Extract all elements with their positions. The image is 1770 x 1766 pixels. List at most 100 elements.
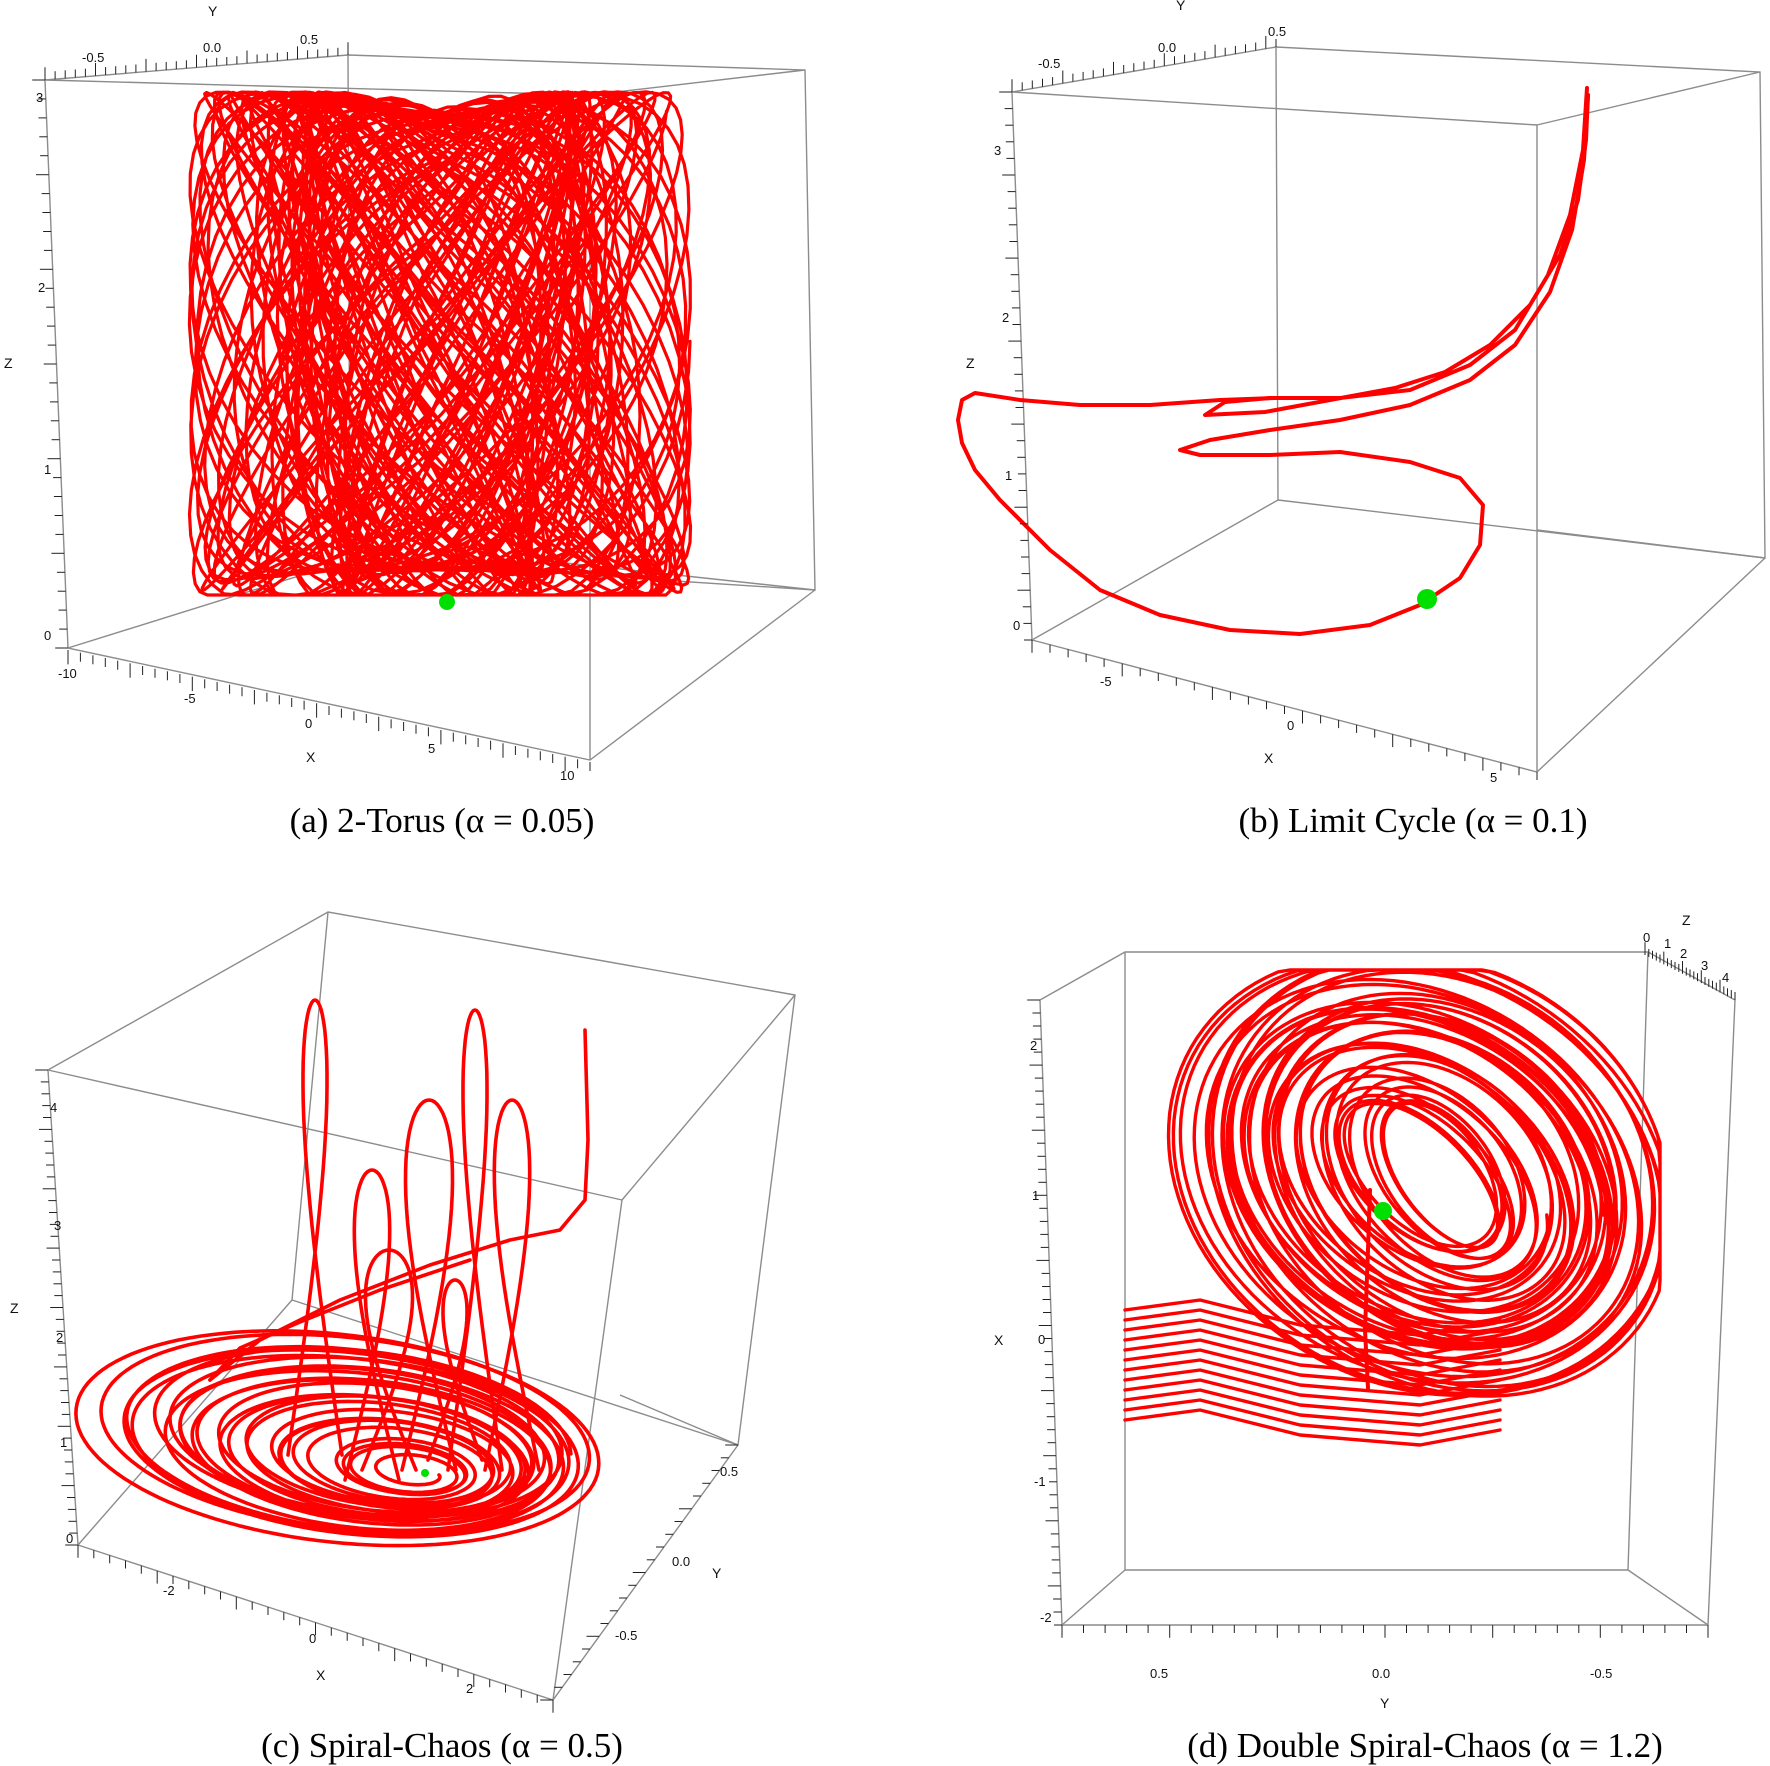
initial-point-d [1374,1202,1392,1220]
y-axis-label: Y [1176,0,1186,13]
z-tick-label: 2 [56,1330,63,1345]
z-tick-label: 1 [44,462,51,477]
trajectory-d-band [1123,1298,1502,1337]
trajectory-d-band [1123,1398,1502,1437]
z-tick-label: 1 [1005,468,1012,483]
z-axis-label: Z [1682,912,1691,928]
z-tick-label: 0 [66,1531,73,1546]
x-tick-label: 0 [309,1631,316,1646]
x-axis-label: X [1264,750,1274,766]
z-axis-label: Z [4,355,13,371]
trajectory-b-outer [1203,86,1590,417]
trajectory-d-spiral [1166,968,1662,1398]
x-tick-label: 1 [1032,1188,1039,1203]
trajectory-d-band [1123,1378,1502,1417]
z-tick-label: 1 [1664,936,1671,951]
caption-d: (d) Double Spiral-Chaos (α = 1.2) [1187,1726,1663,1765]
trajectory-c [74,998,601,1548]
x-tick-label: 5 [428,741,435,756]
trajectory-d-band [1123,1358,1502,1397]
z-tick-label: 4 [1722,970,1729,985]
x-tick-label: -2 [163,1583,175,1598]
trajectory-c-loop [286,998,344,1457]
trajectory-d-stem [1363,1188,1372,1390]
y-tick-label: 0.5 [1268,24,1286,39]
trajectory-d-band [1123,1388,1502,1427]
trajectory-d [1123,968,1662,1447]
y-tick-label: 0.0 [1158,40,1176,55]
z-tick-label: 2 [1680,946,1687,961]
y-axis-label: Y [208,3,218,19]
z-tick-label: 3 [1701,958,1708,973]
y-tick-label: 0.5 [300,32,318,47]
trajectory-d-band [1123,1338,1502,1377]
x-axis-label: X [994,1332,1004,1348]
y-axis-label: Y [712,1565,722,1581]
y-tick-label: 0.0 [203,40,221,55]
z-tick-label: 0 [1643,930,1650,945]
z-tick-label: 2 [38,280,45,295]
trajectory-d-band [1123,1318,1502,1357]
trajectory-c-loop [446,1008,504,1472]
y-tick-label: -0.5 [615,1628,637,1643]
y-tick-label: -0.5 [1590,1666,1612,1681]
y-tick-label: 0.5 [1150,1666,1168,1681]
y-tick-label: -0.5 [1038,56,1060,71]
x-tick-label: 0 [1038,1332,1045,1347]
x-tick-label: -5 [1100,674,1112,689]
y-tick-label: -0.5 [82,50,104,65]
x-tick-label: 2 [1030,1038,1037,1053]
z-tick-label: 3 [994,143,1001,158]
panel-a: -10 -5 0 5 10 X -0.5 0.0 0.5 Y 0 1 2 3 Z… [4,3,816,840]
initial-point-c [421,1469,429,1477]
trajectory-d-band [1123,1328,1502,1367]
z-tick-label: 0 [1013,618,1020,633]
x-tick-label: -5 [184,691,196,706]
y-tick-label: 0.0 [672,1554,690,1569]
x-tick-label: 2 [466,1681,473,1696]
trajectory-c-spiral [74,1329,601,1548]
x-axis-label: X [316,1667,326,1683]
trajectory-c-loop [483,1098,541,1472]
panel-d: -2 -1 0 1 2 X 0.5 0.0 -0.5 Y 0 1 2 3 4 Z… [994,912,1736,1765]
z-axis-label: Z [10,1300,19,1316]
trajectory-d-band [1123,1368,1502,1407]
trajectory-c-loop [426,1278,484,1462]
x-tick-label: 10 [560,768,574,783]
caption-b: (b) Limit Cycle (α = 0.1) [1238,801,1587,840]
x-tick-label: 0 [305,716,312,731]
z-tick-label: 1 [60,1435,67,1450]
initial-point-b [1417,589,1437,609]
x-tick-label: -1 [1034,1474,1046,1489]
z-tick-label: 4 [50,1100,57,1115]
trajectory-c-tail [208,1028,590,1382]
caption-a: (a) 2-Torus (α = 0.05) [290,801,595,840]
trajectory-b-inner [956,93,1590,636]
x-tick-label: -10 [58,666,77,681]
trajectory-c-loop [360,1248,418,1472]
trajectory-c-loop [343,1168,401,1482]
z-tick-label: 2 [1002,310,1009,325]
y-tick-label: 0.5 [720,1464,738,1479]
trajectory-d-band [1123,1348,1502,1387]
caption-c: (c) Spiral-Chaos (α = 0.5) [261,1726,623,1765]
x-tick-label: 5 [1490,770,1497,785]
z-tick-label: 3 [36,90,43,105]
y-tick-label: 0.0 [1372,1666,1390,1681]
y-axis-label: Y [1380,1695,1390,1711]
trajectory-c-strand [208,1258,472,1382]
z-axis-label: Z [966,355,975,371]
z-tick-label: 3 [54,1218,61,1233]
trajectory-d-band [1123,1308,1502,1347]
panel-b: -5 0 5 X -0.5 0.0 0.5 Y 0 1 2 3 Z (b) Li… [956,0,1766,840]
x-tick-label: 0 [1287,718,1294,733]
initial-point-a [439,594,455,610]
z-tick-label: 0 [44,628,51,643]
x-tick-label: -2 [1040,1610,1052,1625]
panel-c: -2 0 2 X 0.5 0.0 -0.5 Y 0 1 2 3 4 Z (c) … [10,911,796,1765]
x-axis-label: X [306,749,316,765]
trajectory-a [187,90,693,597]
trajectory-a-curve [187,90,693,597]
trajectory-d-band [1123,1408,1502,1447]
